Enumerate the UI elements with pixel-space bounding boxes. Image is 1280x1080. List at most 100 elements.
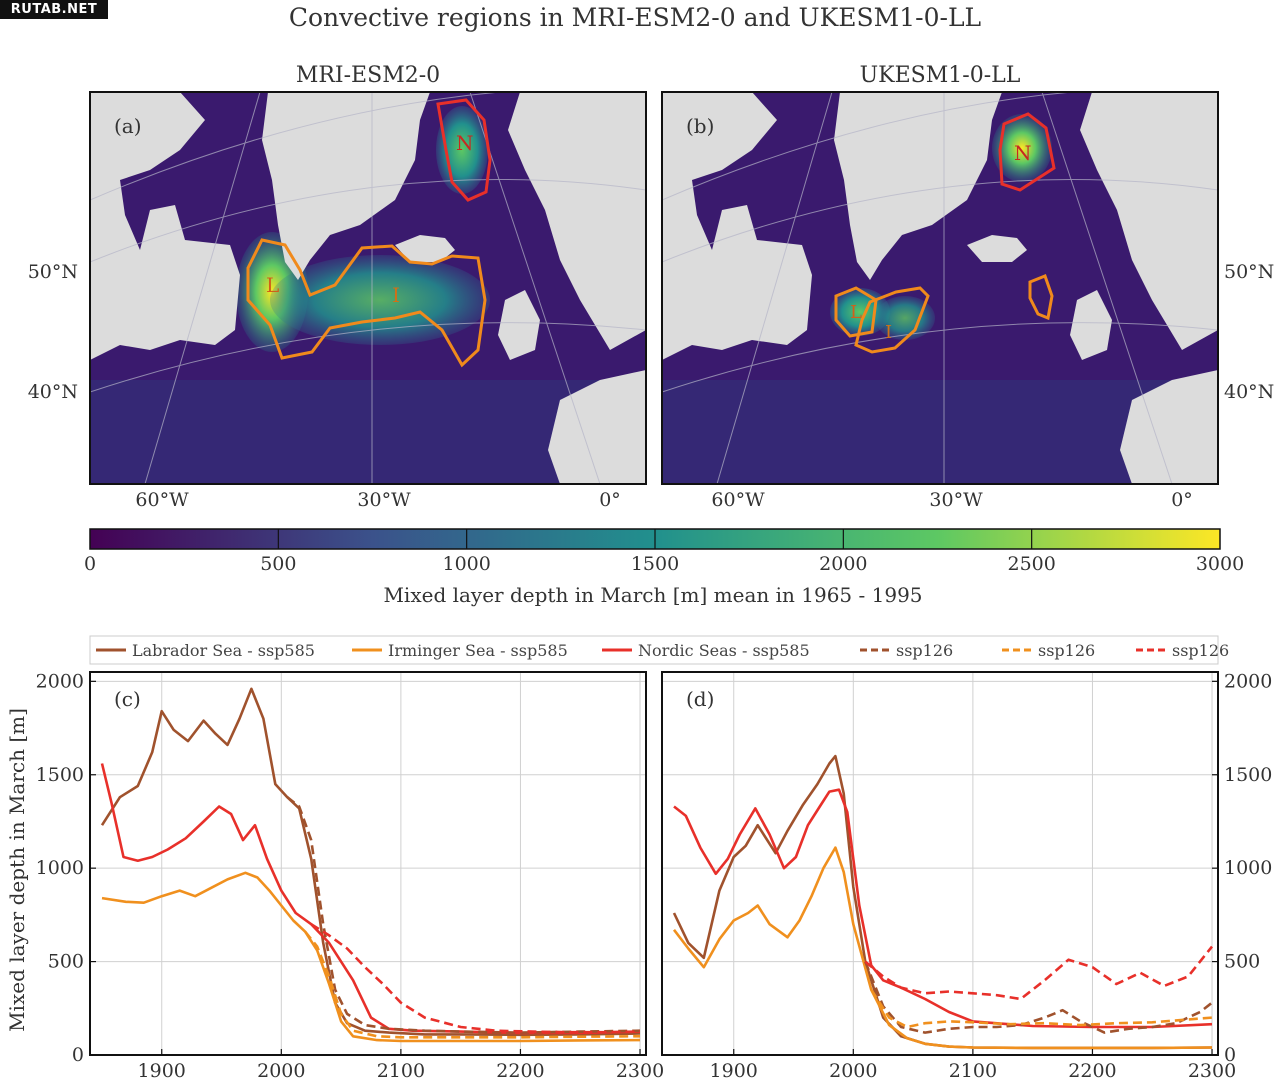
watermark: RUTAB.NET [0, 0, 108, 19]
map-title-a: MRI-ESM2-0 [296, 63, 440, 88]
y-tick-label: 500 [1224, 951, 1260, 973]
region-label-i: I [392, 283, 400, 307]
x-tick-label: 2300 [616, 1060, 664, 1080]
map-frame-b [661, 91, 1219, 485]
x-tick-label: 1900 [138, 1060, 186, 1080]
series-line [304, 930, 641, 1039]
region-outline-labrador [834, 286, 878, 338]
y-tick-label: 500 [48, 951, 84, 973]
graticule [90, 92, 646, 484]
colorbar-tick-label: 2500 [1007, 553, 1055, 575]
colorbar-tick-label: 3000 [1196, 553, 1244, 575]
y-axis-label: Mixed layer depth in March [m] [5, 708, 29, 1032]
land-europe [1120, 370, 1218, 484]
land-british-isles [1070, 290, 1112, 360]
lat-label-40n-right: 40°N [1224, 381, 1274, 403]
land-iceland [967, 235, 1027, 262]
lon-label-0-a: 0° [599, 489, 621, 511]
region-outline-labrador-irminger [246, 238, 487, 368]
y-tick-label: 0 [1224, 1044, 1236, 1066]
land-canada [90, 92, 240, 360]
colorbar-tick-label: 1500 [631, 553, 679, 575]
legend-label: ssp126 [1038, 641, 1095, 660]
region-outline-irminger [854, 286, 930, 354]
hotspot-nordic [992, 114, 1052, 182]
map-frame-a [89, 91, 647, 485]
y-tick-label: 0 [72, 1044, 84, 1066]
legend: Labrador Sea - ssp585 Irminger Sea - ssp5… [96, 641, 1229, 660]
series-line [672, 846, 1213, 1050]
lon-label-60w-b: 60°W [711, 489, 765, 511]
panel-label-a: (a) [114, 114, 142, 138]
figure-title: Convective regions in MRI-ESM2-0 and UKE… [289, 3, 981, 32]
series-line [310, 923, 641, 1034]
land-british-isles [498, 290, 540, 360]
series-line [101, 871, 641, 1043]
series-line [864, 945, 1214, 1001]
y-tick-label: 2000 [1224, 670, 1272, 692]
region-outline-nordic [998, 112, 1056, 192]
region-outline-east [1028, 274, 1054, 321]
lon-label-60w-a: 60°W [135, 489, 189, 511]
lat-label-50n-right: 50°N [1224, 261, 1274, 283]
series-line [672, 754, 1213, 1050]
land-greenland [834, 92, 1002, 280]
panel-label: (d) [686, 687, 714, 711]
region-outline-nordic [436, 98, 492, 202]
plot-frame [89, 671, 647, 1056]
x-tick-label: 2300 [1188, 1060, 1236, 1080]
series-line [286, 796, 641, 1034]
series-line [100, 763, 641, 1035]
map-title-b: UKESM1-0-LL [860, 63, 1021, 88]
y-tick-label: 1000 [36, 857, 84, 879]
x-tick-label: 2200 [496, 1060, 544, 1080]
x-tick-label: 2100 [377, 1060, 425, 1080]
series-line [673, 788, 1213, 1029]
series-line [864, 961, 1213, 1034]
land-europe [548, 370, 646, 484]
plot-frame [661, 671, 1219, 1056]
x-tick-label: 2100 [949, 1060, 997, 1080]
region-label-n: N [1014, 141, 1032, 165]
legend-label: ssp126 [896, 641, 953, 660]
legend-label: Nordic Seas - ssp585 [638, 641, 810, 660]
colorbar-label: Mixed layer depth in March [m] mean in 1… [383, 583, 922, 607]
land-scandinavia [1080, 92, 1218, 350]
region-label-n: N [456, 131, 474, 155]
panel-label-b: (b) [686, 114, 714, 138]
series-line [100, 687, 641, 1037]
land-canada [662, 92, 812, 360]
x-tick-label: 2000 [829, 1060, 877, 1080]
colorbar-tick-label: 1000 [442, 553, 490, 575]
panel-label: (c) [114, 687, 141, 711]
land-scandinavia [508, 92, 646, 350]
region-label-i: I [885, 322, 892, 343]
lon-label-30w-b: 30°W [929, 489, 983, 511]
series-line [870, 988, 1213, 1029]
legend-label: Irminger Sea - ssp585 [388, 641, 568, 660]
y-tick-label: 1500 [1224, 764, 1272, 786]
land-greenland [262, 92, 430, 280]
y-tick-label: 1000 [1224, 857, 1272, 879]
x-tick-label: 2000 [257, 1060, 305, 1080]
colorbar-tick-label: 0 [84, 553, 96, 575]
hotspot-irminger [875, 296, 935, 340]
legend-label: ssp126 [1172, 641, 1229, 660]
lon-label-0-b: 0° [1171, 489, 1193, 511]
y-tick-label: 2000 [36, 670, 84, 692]
colorbar-tick-label: 2000 [819, 553, 867, 575]
colorbar-ticks: 0 500 1000 1500 2000 2500 3000 [84, 529, 1244, 575]
region-label-l: L [266, 273, 279, 297]
panel-label-box-a [108, 108, 152, 142]
lat-label-40n-left: 40°N [28, 381, 78, 403]
map-panel-a: L I N (a) [90, 92, 646, 484]
map-panel-b: L I N (b) [662, 92, 1218, 484]
lat-label-50n-left: 50°N [28, 261, 78, 283]
panel-label-box-b [680, 108, 724, 142]
x-tick-label: 2200 [1068, 1060, 1116, 1080]
graticule [662, 92, 1218, 484]
x-tick-label: 1900 [710, 1060, 758, 1080]
y-tick-label: 1500 [36, 764, 84, 786]
